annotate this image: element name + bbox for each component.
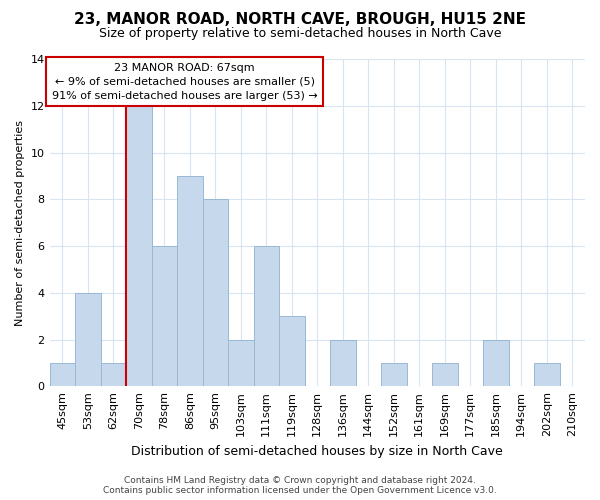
Bar xyxy=(381,363,407,386)
Bar xyxy=(228,340,254,386)
Bar xyxy=(483,340,509,386)
Bar xyxy=(177,176,203,386)
Text: Contains HM Land Registry data © Crown copyright and database right 2024.
Contai: Contains HM Land Registry data © Crown c… xyxy=(103,476,497,495)
Y-axis label: Number of semi-detached properties: Number of semi-detached properties xyxy=(15,120,25,326)
Bar xyxy=(101,363,126,386)
Text: Size of property relative to semi-detached houses in North Cave: Size of property relative to semi-detach… xyxy=(99,28,501,40)
Bar xyxy=(534,363,560,386)
Bar xyxy=(126,106,152,386)
Text: 23, MANOR ROAD, NORTH CAVE, BROUGH, HU15 2NE: 23, MANOR ROAD, NORTH CAVE, BROUGH, HU15… xyxy=(74,12,526,28)
Bar xyxy=(50,363,75,386)
Bar xyxy=(330,340,356,386)
Bar xyxy=(75,293,101,386)
Text: 23 MANOR ROAD: 67sqm
← 9% of semi-detached houses are smaller (5)
91% of semi-de: 23 MANOR ROAD: 67sqm ← 9% of semi-detach… xyxy=(52,62,317,100)
Bar xyxy=(432,363,458,386)
Bar xyxy=(279,316,305,386)
Bar xyxy=(152,246,177,386)
Bar xyxy=(203,200,228,386)
X-axis label: Distribution of semi-detached houses by size in North Cave: Distribution of semi-detached houses by … xyxy=(131,444,503,458)
Bar xyxy=(254,246,279,386)
